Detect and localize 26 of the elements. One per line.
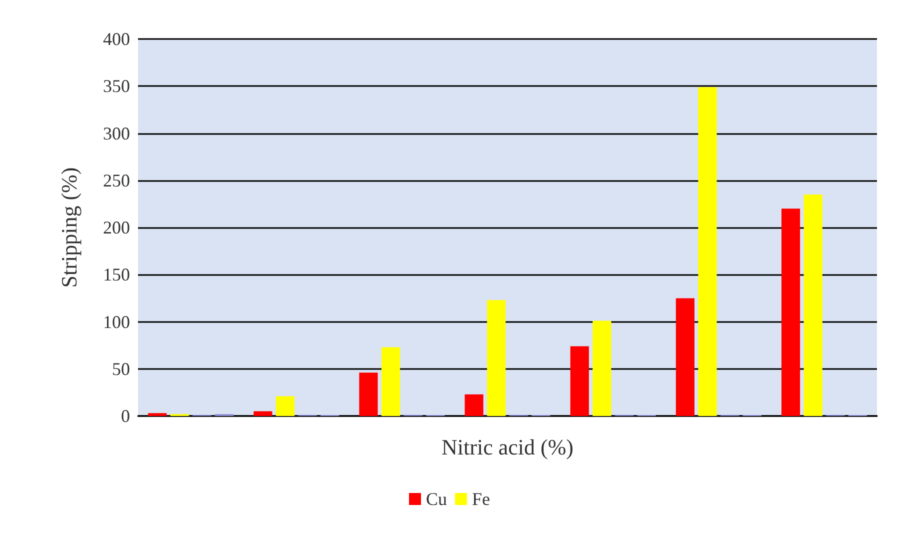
legend-label: Fe xyxy=(472,489,490,509)
bar xyxy=(487,300,506,416)
x-axis-title: Nitric acid (%) xyxy=(442,434,574,460)
y-tick-label: 100 xyxy=(103,312,130,332)
y-tick-label: 350 xyxy=(103,76,130,96)
bar xyxy=(254,411,272,416)
y-tick-label: 300 xyxy=(103,123,130,144)
bar xyxy=(276,396,294,416)
y-tick-label: 50 xyxy=(112,358,130,379)
bar xyxy=(359,372,378,416)
bar xyxy=(464,394,484,416)
bar xyxy=(381,347,400,416)
y-tick-label: 400 xyxy=(103,29,130,49)
bar xyxy=(592,320,612,416)
y-tick-label: 150 xyxy=(103,264,130,285)
y-tick-label: 0 xyxy=(121,406,130,426)
bar xyxy=(676,298,694,416)
bar xyxy=(804,194,822,416)
y-tick-label: 200 xyxy=(103,218,130,238)
bar xyxy=(781,208,800,416)
y-axis-title: Stripping (%) xyxy=(56,167,82,288)
bar xyxy=(570,346,589,416)
legend-label: Cu xyxy=(426,489,448,509)
bar xyxy=(148,413,167,416)
bar xyxy=(698,87,717,416)
y-tick-label: 250 xyxy=(103,170,130,190)
